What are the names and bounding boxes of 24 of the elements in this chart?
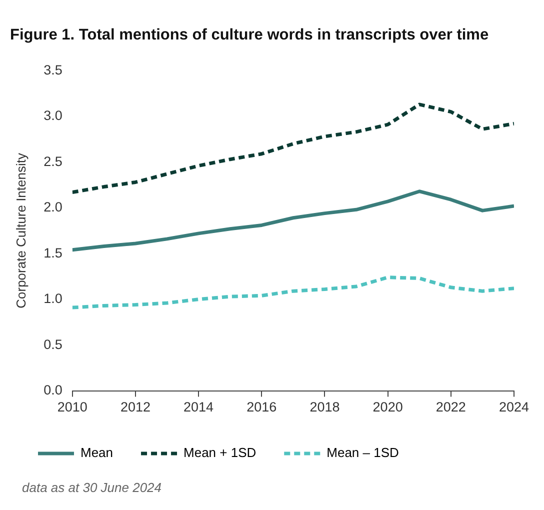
y-tick-label: 2.5	[44, 154, 62, 169]
x-tick-label: 2014	[184, 400, 214, 415]
y-tick-label: 3.0	[44, 108, 62, 124]
y-tick-label: 1.0	[44, 291, 62, 306]
line-series	[72, 102, 514, 194]
y-tick-label: 2.0	[44, 200, 62, 215]
x-tick-label: 2018	[310, 400, 340, 415]
legend-label: Mean	[80, 445, 114, 460]
x-tick-label: 2010	[57, 400, 88, 415]
chart-title: Figure 1. Total mentions of culture words in transcripts over time	[10, 26, 489, 44]
line-series	[72, 276, 514, 310]
x-tick-label: 2020	[372, 400, 403, 415]
y-tick-label: 0.0	[44, 382, 62, 398]
legend-label: Mean + 1SD	[184, 445, 256, 460]
y-tick-label: 0.5	[44, 336, 62, 352]
x-tick-label: 2016	[246, 400, 277, 415]
y-tick-label: 3.5	[44, 62, 62, 78]
y-axis-title: Corporate Culture Intensity	[13, 152, 28, 308]
x-tick-label: 2024	[498, 400, 530, 415]
text: data as at 30 June 2024	[22, 480, 162, 495]
x-tick-label: 2022	[436, 400, 466, 415]
x-tick-label: 2012	[120, 400, 150, 415]
legend-label: Mean – 1SD	[326, 445, 399, 460]
y-tick-label: 1.5	[44, 245, 62, 260]
